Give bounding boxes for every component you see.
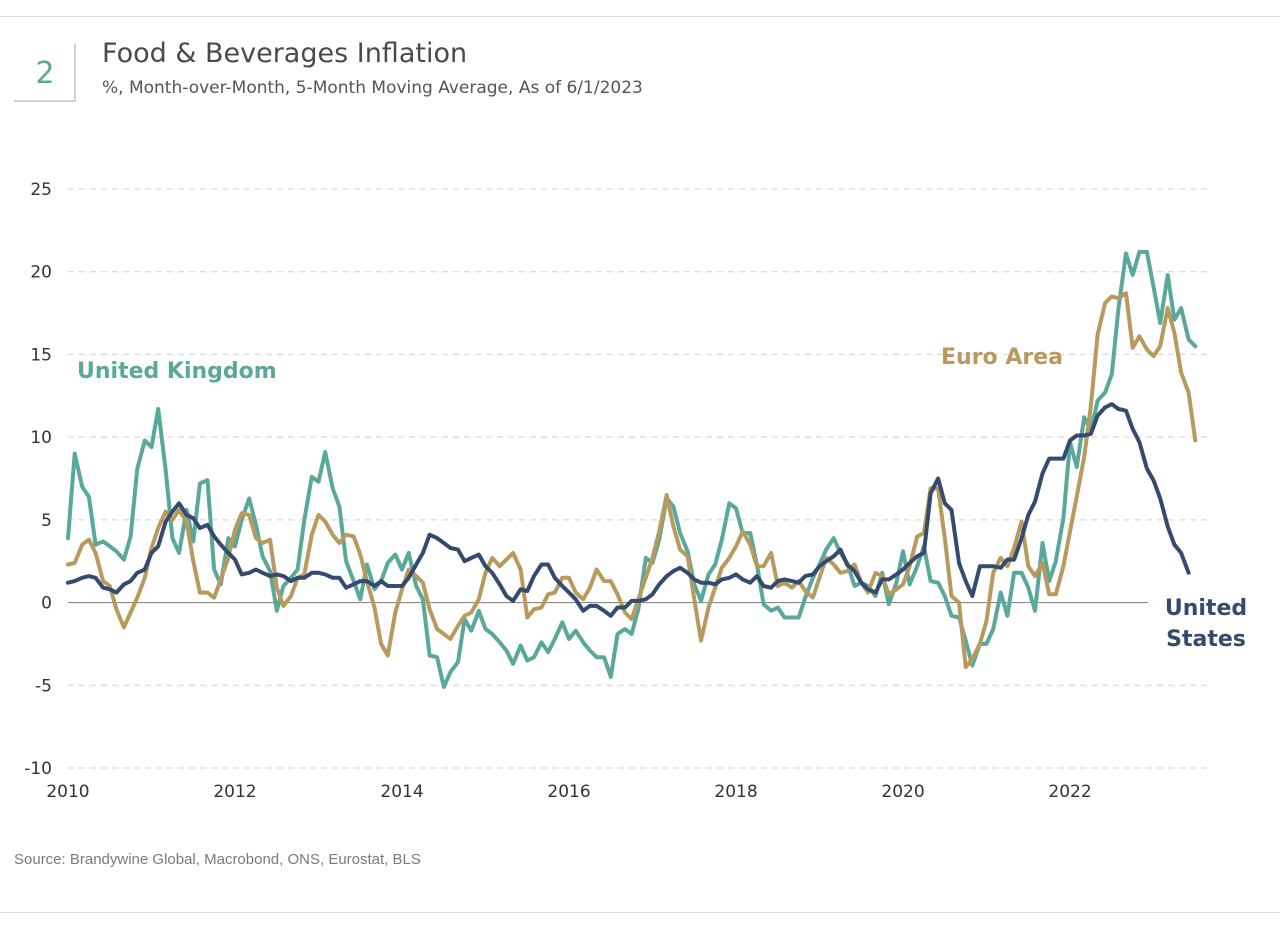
y-tick-label: 15 <box>30 345 52 365</box>
y-tick-label: 20 <box>30 263 52 283</box>
y-tick-label: 0 <box>41 594 52 614</box>
bottom-rule <box>0 912 1280 913</box>
series-line-united-states <box>68 404 1189 616</box>
series-label-united-states: United <box>1165 596 1247 621</box>
series-line-united-kingdom <box>68 252 1195 687</box>
y-tick-label: -5 <box>35 676 52 696</box>
x-tick-label: 2014 <box>380 782 423 802</box>
y-tick-label: 10 <box>30 428 52 448</box>
x-tick-label: 2018 <box>714 782 757 802</box>
y-tick-label: 5 <box>41 511 52 531</box>
series-label-united-kingdom: United Kingdom <box>77 359 277 384</box>
x-tick-label: 2012 <box>213 782 256 802</box>
y-tick-label: -10 <box>24 759 52 779</box>
y-axis-ticks: 25 20 15 10 5 0 -5 -10 <box>24 180 52 779</box>
series-labels: United Kingdom Euro Area United States <box>77 345 1247 652</box>
x-tick-label: 2010 <box>46 782 89 802</box>
x-tick-label: 2020 <box>881 782 924 802</box>
x-axis-ticks: 2010 2012 2014 2016 2018 2020 2022 <box>46 782 1091 802</box>
series-label-euro-area: Euro Area <box>941 345 1063 370</box>
series-label-united-states: States <box>1166 627 1246 652</box>
y-tick-label: 25 <box>30 180 52 200</box>
x-tick-label: 2016 <box>547 782 590 802</box>
x-tick-label: 2022 <box>1048 782 1091 802</box>
line-chart: 25 20 15 10 5 0 -5 -10 2010 2012 2014 2016 2018 2020… <box>0 0 1280 930</box>
series-lines <box>68 252 1195 687</box>
source-note: Source: Brandywine Global, Macrobond, ON… <box>14 851 421 868</box>
